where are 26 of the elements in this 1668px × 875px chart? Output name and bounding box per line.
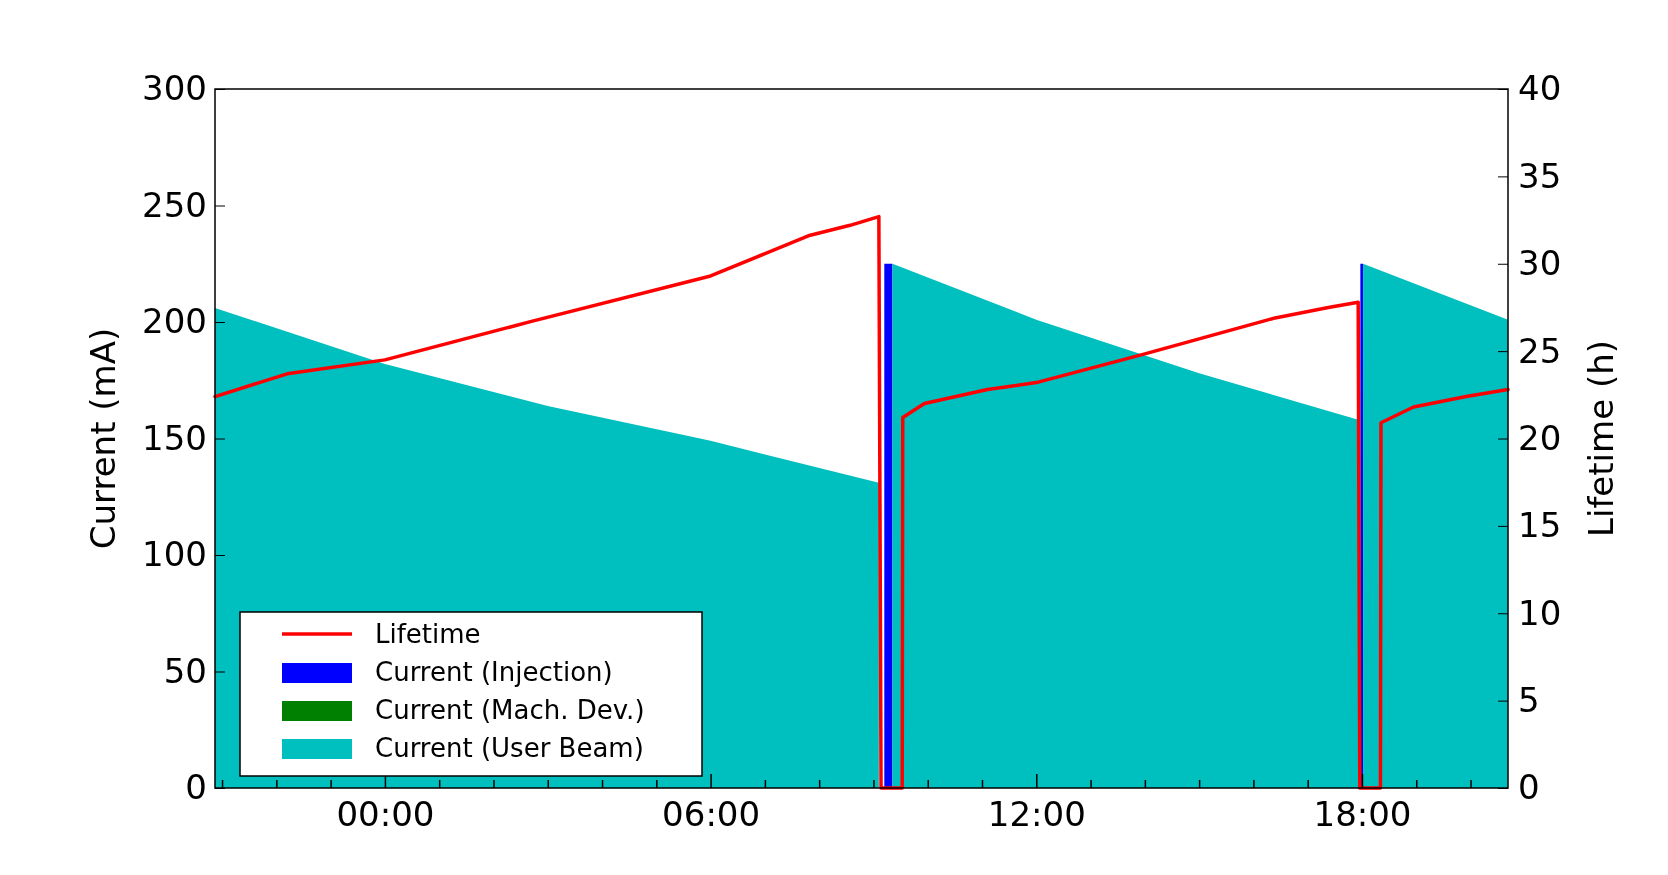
y2-tick-label: 10 <box>1518 592 1562 633</box>
y-tick-label: 100 <box>142 534 207 575</box>
y-tick-label: 300 <box>142 68 207 109</box>
y-tick-label: 200 <box>142 301 207 342</box>
y-tick-label: 250 <box>142 184 207 225</box>
y2-tick-label: 15 <box>1518 505 1562 546</box>
x-tick-label: 18:00 <box>1313 794 1412 835</box>
x-tick-label: 06:00 <box>662 794 761 835</box>
y-axis-title: Current (mA) <box>83 327 123 550</box>
legend-label: Current (Mach. Dev.) <box>375 695 645 725</box>
x-tick-label: 00:00 <box>336 794 435 835</box>
y2-axis-title: Lifetime (h) <box>1581 340 1621 537</box>
y2-tick-label: 40 <box>1518 68 1562 109</box>
y-tick-label: 150 <box>142 417 207 458</box>
y2-tick-label: 0 <box>1518 767 1540 808</box>
x-tick-label: 12:00 <box>987 794 1086 835</box>
y2-tick-label: 35 <box>1518 155 1562 196</box>
y2-tick-label: 30 <box>1518 243 1562 284</box>
y-tick-label: 50 <box>163 650 207 691</box>
legend-label: Current (User Beam) <box>375 733 644 763</box>
y2-tick-label: 25 <box>1518 330 1562 371</box>
y-tick-label: 0 <box>185 767 207 808</box>
y2-tick-label: 5 <box>1518 680 1540 721</box>
legend-label: Current (Injection) <box>375 657 613 687</box>
y2-tick-label: 20 <box>1518 417 1562 458</box>
legend-label: Lifetime <box>375 619 481 649</box>
